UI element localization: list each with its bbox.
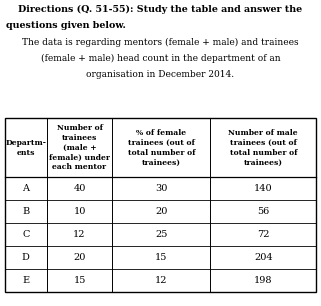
Text: 40: 40 bbox=[74, 185, 86, 193]
Text: questions given below.: questions given below. bbox=[6, 21, 126, 29]
Text: Number of male
trainees (out of
total number of
trainees): Number of male trainees (out of total nu… bbox=[229, 129, 298, 166]
Text: 25: 25 bbox=[155, 230, 168, 239]
Text: 10: 10 bbox=[74, 207, 86, 216]
Text: 56: 56 bbox=[257, 207, 269, 216]
Text: 20: 20 bbox=[155, 207, 168, 216]
Text: 140: 140 bbox=[254, 185, 273, 193]
Bar bbox=[5, 118, 316, 292]
Text: The data is regarding mentors (female + male) and trainees: The data is regarding mentors (female + … bbox=[22, 38, 299, 47]
Text: D: D bbox=[22, 253, 30, 262]
Text: B: B bbox=[22, 207, 30, 216]
Text: 72: 72 bbox=[257, 230, 270, 239]
Text: 30: 30 bbox=[155, 185, 168, 193]
Text: C: C bbox=[22, 230, 30, 239]
Text: (female + male) head count in the department of an: (female + male) head count in the depart… bbox=[41, 54, 280, 63]
Text: 20: 20 bbox=[74, 253, 86, 262]
Text: Directions (Q. 51-55): Study the table and answer the: Directions (Q. 51-55): Study the table a… bbox=[18, 5, 303, 14]
Text: 12: 12 bbox=[73, 230, 86, 239]
Text: 12: 12 bbox=[155, 276, 168, 285]
Text: Number of
trainees
(male +
female) under
each mentor: Number of trainees (male + female) under… bbox=[49, 124, 110, 171]
Text: 204: 204 bbox=[254, 253, 273, 262]
Text: 198: 198 bbox=[254, 276, 273, 285]
Text: E: E bbox=[22, 276, 30, 285]
Text: 15: 15 bbox=[74, 276, 86, 285]
Text: A: A bbox=[22, 185, 29, 193]
Text: 15: 15 bbox=[155, 253, 168, 262]
Text: organisation in December 2014.: organisation in December 2014. bbox=[86, 70, 235, 79]
Text: Departm-
ents: Departm- ents bbox=[5, 139, 46, 157]
Text: % of female
trainees (out of
total number of
trainees): % of female trainees (out of total numbe… bbox=[127, 129, 195, 166]
